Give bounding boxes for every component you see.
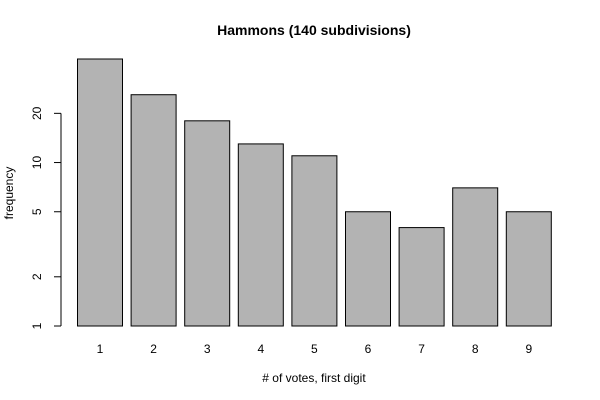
bar-5 [291,155,338,327]
x-tick-labels: 1 2 3 4 5 6 7 8 9 [97,342,533,356]
x-tick-label: 9 [525,342,532,356]
x-axis-label: # of votes, first digit [262,371,366,385]
x-tick-label: 4 [257,342,264,356]
y-tick-label: 5 [30,208,44,215]
bar-9 [505,211,552,327]
bar-6 [345,211,391,327]
y-tick-label: 1 [30,322,44,329]
x-tick-label: 7 [418,342,425,356]
y-tick-label: 10 [30,156,44,170]
x-tick-label: 8 [472,342,479,356]
y-axis-label: frequency [2,167,16,220]
chart-title: Hammons (140 subdivisions) [217,22,411,38]
bar-2 [130,94,177,327]
x-tick-label: 6 [365,342,372,356]
bar-8 [452,187,499,327]
bar-4 [237,143,284,327]
x-tick-label: 5 [311,342,318,356]
bar-7 [398,227,445,327]
bar-1 [77,58,123,327]
bar-3 [184,120,231,327]
bars-group [77,58,552,327]
y-axis: 1 2 5 10 20 [30,106,62,329]
x-tick-label: 3 [204,342,211,356]
x-tick-label: 1 [97,342,104,356]
y-tick-label: 2 [30,273,44,280]
x-tick-label: 2 [150,342,157,356]
y-tick-label: 20 [30,106,44,120]
